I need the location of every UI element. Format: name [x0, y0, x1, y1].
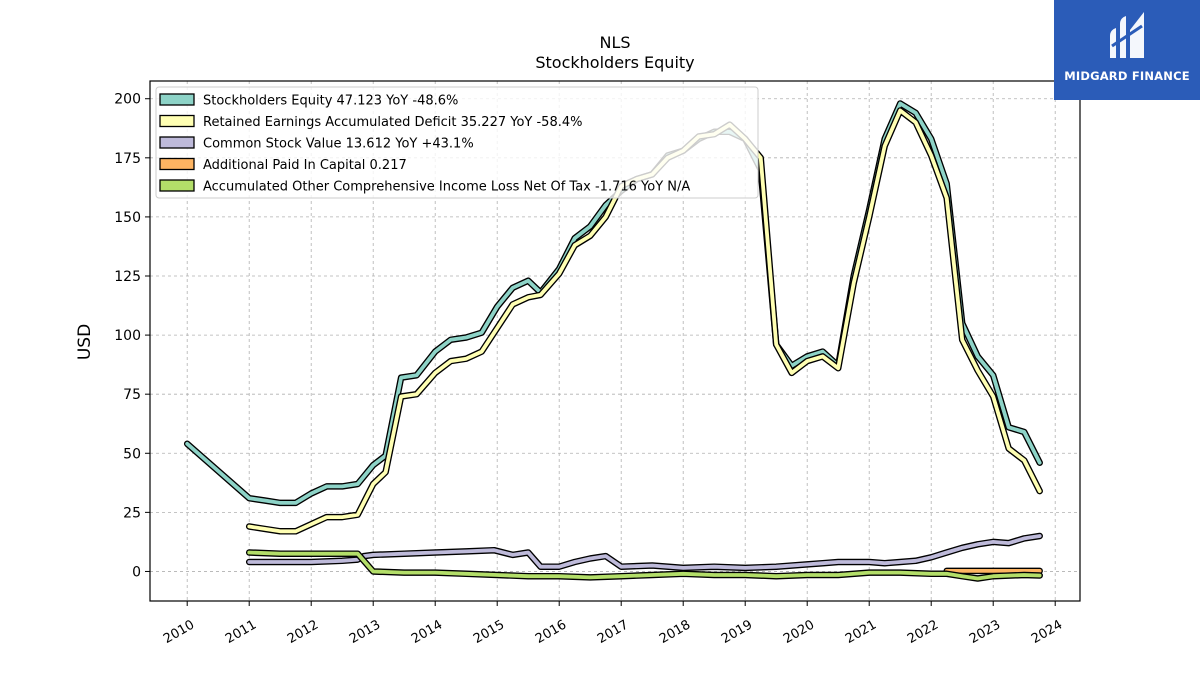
- x-tick-label: 2016: [533, 617, 569, 647]
- y-axis-label: USD: [75, 324, 95, 360]
- legend-entry: Additional Paid In Capital 0.217: [203, 158, 407, 173]
- legend-swatch: [159, 93, 195, 106]
- series-4: [245, 549, 1043, 582]
- legend-entry: Common Stock Value 13.612 YoY +43.1%: [203, 137, 474, 152]
- y-tick-label: 25: [123, 505, 141, 521]
- y-tick-label: 75: [123, 387, 141, 403]
- brand-name: MIDGARD FINANCE: [1064, 69, 1190, 83]
- x-tick-label: 2024: [1029, 617, 1065, 647]
- y-tick-label: 175: [114, 151, 141, 167]
- x-tick-label: 2020: [781, 617, 817, 647]
- legend-swatch: [159, 179, 195, 192]
- chart-subtitle: Stockholders Equity: [535, 53, 694, 72]
- x-tick-label: 2014: [409, 617, 445, 647]
- plot-frame: [149, 80, 1081, 602]
- brand-logo: MIDGARD FINANCE: [1054, 0, 1200, 100]
- series-2: [245, 532, 1043, 572]
- x-tick-label: 2021: [843, 617, 879, 647]
- y-tick-label: 200: [114, 92, 141, 108]
- series-line: [247, 534, 1042, 570]
- chart-title: NLS: [599, 33, 630, 52]
- x-tick-label: 2011: [223, 617, 259, 647]
- legend-entry: Accumulated Other Comprehensive Income L…: [203, 180, 690, 195]
- x-tick-label: 2012: [285, 617, 321, 647]
- series-line: [247, 550, 1042, 581]
- y-tick-label: 150: [114, 210, 141, 226]
- y-tick-label: 50: [123, 446, 141, 462]
- x-tick-label: 2013: [347, 617, 383, 647]
- legend-entry: Retained Earnings Accumulated Deficit 35…: [203, 115, 582, 130]
- y-axis-ticks: 0 25 50 75 100 125 150 175 200: [114, 92, 150, 580]
- x-tick-label: 2015: [471, 617, 507, 647]
- midgard-logo-icon: [1110, 12, 1144, 58]
- y-tick-label: 0: [132, 564, 141, 580]
- legend-swatch: [159, 114, 195, 128]
- x-tick-label: 2018: [657, 617, 693, 647]
- legend-swatch: [159, 136, 195, 149]
- y-tick-label: 100: [114, 328, 141, 344]
- x-axis-ticks: 2010 2011 2012 2013 2014 2015 2016 2017 2018 2019…: [161, 601, 1065, 647]
- x-tick-label: 2017: [595, 617, 631, 647]
- x-tick-label: 2023: [967, 617, 1003, 647]
- legend-box: [155, 86, 759, 199]
- y-tick-label: 125: [114, 269, 141, 285]
- legend: Stockholders Equity 47.123 YoY -48.6% Ret…: [155, 86, 759, 199]
- legend-swatch: [159, 157, 195, 171]
- x-tick-label: 2019: [719, 617, 755, 647]
- x-tick-label: 2010: [161, 617, 197, 647]
- legend-entry: Stockholders Equity 47.123 YoY -48.6%: [203, 94, 458, 109]
- x-tick-label: 2022: [905, 617, 941, 647]
